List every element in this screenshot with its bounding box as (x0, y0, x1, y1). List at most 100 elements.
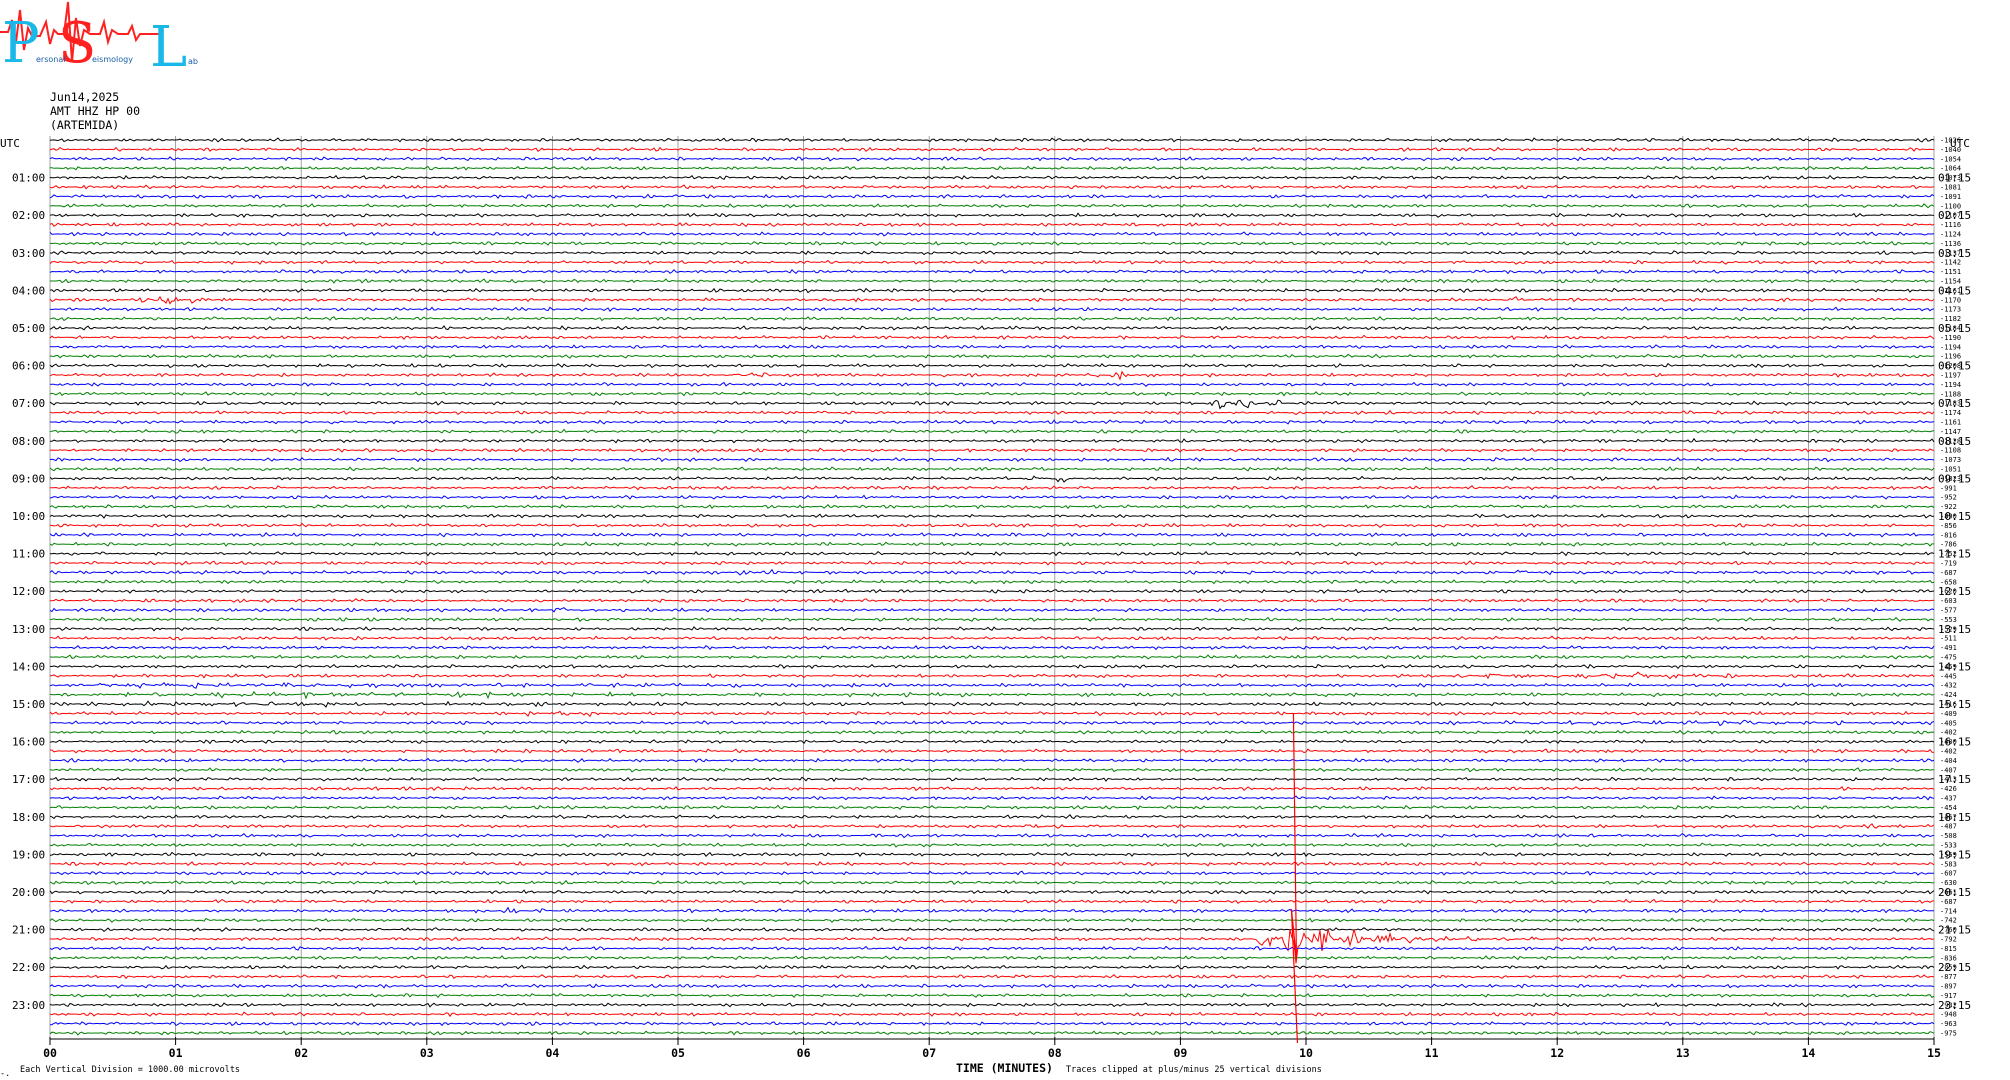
trace-offset-label: -922 (1940, 503, 1957, 511)
right-hour-label: 07:15 (1938, 397, 1971, 410)
header-date: Jun14,2025 (50, 90, 120, 104)
x-tick-label: 02 (294, 1046, 308, 1060)
seismic-trace (50, 719, 1935, 727)
right-hour-label: 15:15 (1938, 698, 1971, 711)
right-hour-label: 22:15 (1938, 961, 1971, 974)
right-hour-label: 02:15 (1938, 209, 1971, 222)
seismic-trace (49, 532, 1935, 538)
trace-offset-label: -416 (1940, 701, 1957, 709)
left-hour-label: 19:00 (12, 848, 45, 861)
seismic-trace (49, 681, 1935, 689)
trace-offset-label: -1107 (1940, 212, 1961, 220)
trace-offset-label: -1170 (1940, 296, 1961, 304)
trace-offset-label: -1188 (1940, 390, 1961, 398)
trace-offset-label: -1154 (1940, 278, 1961, 286)
trace-offset-label: -687 (1940, 898, 1957, 906)
seismic-trace (49, 268, 1935, 275)
seismic-trace (49, 870, 1935, 876)
trace-offset-label: -714 (1940, 907, 1957, 915)
seismic-trace (49, 250, 1934, 256)
seismic-trace (49, 757, 1935, 763)
trace-offset-label: -1136 (1940, 240, 1961, 248)
left-hour-label: 12:00 (12, 585, 45, 598)
left-hour-label: 02:00 (12, 209, 45, 222)
seismic-trace (49, 992, 1935, 999)
seismic-trace (49, 391, 1935, 397)
seismic-trace (49, 184, 1935, 190)
seismic-trace (49, 240, 1935, 246)
trace-offset-label: -1161 (1940, 287, 1961, 295)
trace-offset-label: -1124 (1940, 231, 1961, 239)
right-hour-label: 23:15 (1938, 999, 1971, 1012)
seismic-trace (49, 955, 1935, 961)
seismic-trace (49, 287, 1935, 294)
x-tick-label: 04 (545, 1046, 559, 1060)
trace-offset-label: -1173 (1940, 306, 1961, 314)
seismic-trace (49, 353, 1935, 359)
trace-offset-label: -1040 (1940, 146, 1961, 154)
right-hour-label: 10:15 (1938, 510, 1971, 523)
seismic-trace (49, 579, 1935, 585)
seismic-trace (49, 973, 1934, 980)
left-axis-title: UTC (0, 137, 20, 150)
trace-offset-label: -1183 (1940, 400, 1961, 408)
psl-logo: P S L ersonal eismology ab (0, 1, 198, 70)
seismic-trace (49, 729, 1935, 735)
right-hour-label: 16:15 (1938, 736, 1971, 749)
seismic-trace (49, 456, 1934, 463)
left-hour-label: 15:00 (12, 698, 45, 711)
seismic-trace (49, 221, 1935, 228)
trace-offset-label: -467 (1940, 813, 1957, 821)
trace-offset-label: -760 (1940, 926, 1957, 934)
trace-offset-label: -1197 (1940, 372, 1961, 380)
seismic-trace (49, 607, 1935, 613)
trace-offset-label: -1208 (1940, 362, 1961, 370)
seismic-trace (49, 588, 1935, 594)
left-hour-label: 18:00 (12, 811, 45, 824)
trace-offset-label: -553 (1940, 616, 1957, 624)
x-tick-label: 15 (1927, 1046, 1941, 1060)
right-hour-label: 18:15 (1938, 811, 1971, 824)
seismic-trace (49, 399, 1935, 410)
x-tick-label: 03 (420, 1046, 434, 1060)
right-hour-label: 17:15 (1938, 773, 1971, 786)
trace-offset-label: -1128 (1940, 437, 1961, 445)
trace-offset-label: -1116 (1940, 221, 1961, 229)
seismic-trace (49, 325, 1935, 331)
seismic-trace (49, 700, 1935, 708)
trace-offset-label: -786 (1940, 541, 1957, 549)
right-hour-label: 01:15 (1938, 172, 1971, 185)
right-hour-label: 04:15 (1938, 284, 1971, 297)
trace-offset-label: -1054 (1940, 155, 1961, 163)
trace-offset-label: -1100 (1940, 202, 1961, 210)
trace-offset-label: -856 (1940, 522, 1957, 530)
seismic-trace (49, 983, 1935, 989)
seismic-trace (49, 447, 1935, 453)
seismic-trace (49, 851, 1935, 858)
seismic-trace (49, 428, 1935, 434)
seismic-trace (49, 370, 1935, 381)
x-tick-label: 05 (671, 1046, 685, 1060)
left-hour-label: 21:00 (12, 924, 45, 937)
trace-offset-label: -1194 (1940, 343, 1961, 351)
seismic-trace (49, 409, 1935, 416)
left-hour-label: 20:00 (12, 886, 45, 899)
seismic-trace (49, 513, 1935, 519)
trace-offset-label: -533 (1940, 842, 1957, 850)
left-hour-label: 07:00 (12, 397, 45, 410)
seismic-trace (49, 832, 1935, 839)
seismic-trace (49, 889, 1935, 895)
x-tick-label: 10 (1299, 1046, 1313, 1060)
seismic-trace (49, 785, 1935, 792)
seismic-trace (49, 823, 1935, 829)
seismic-trace (49, 203, 1935, 209)
seismic-trace (49, 739, 1935, 745)
trace-offset-label: -1137 (1940, 249, 1961, 257)
logo-word-seismology: eismology (92, 55, 133, 64)
trace-offset-label: -426 (1940, 785, 1957, 793)
left-hour-label: 08:00 (12, 435, 45, 448)
header-station: AMT HHZ HP 00 (50, 104, 141, 118)
seismic-trace (50, 278, 1935, 284)
seismic-trace (49, 710, 1935, 718)
seismic-trace (49, 879, 1935, 886)
